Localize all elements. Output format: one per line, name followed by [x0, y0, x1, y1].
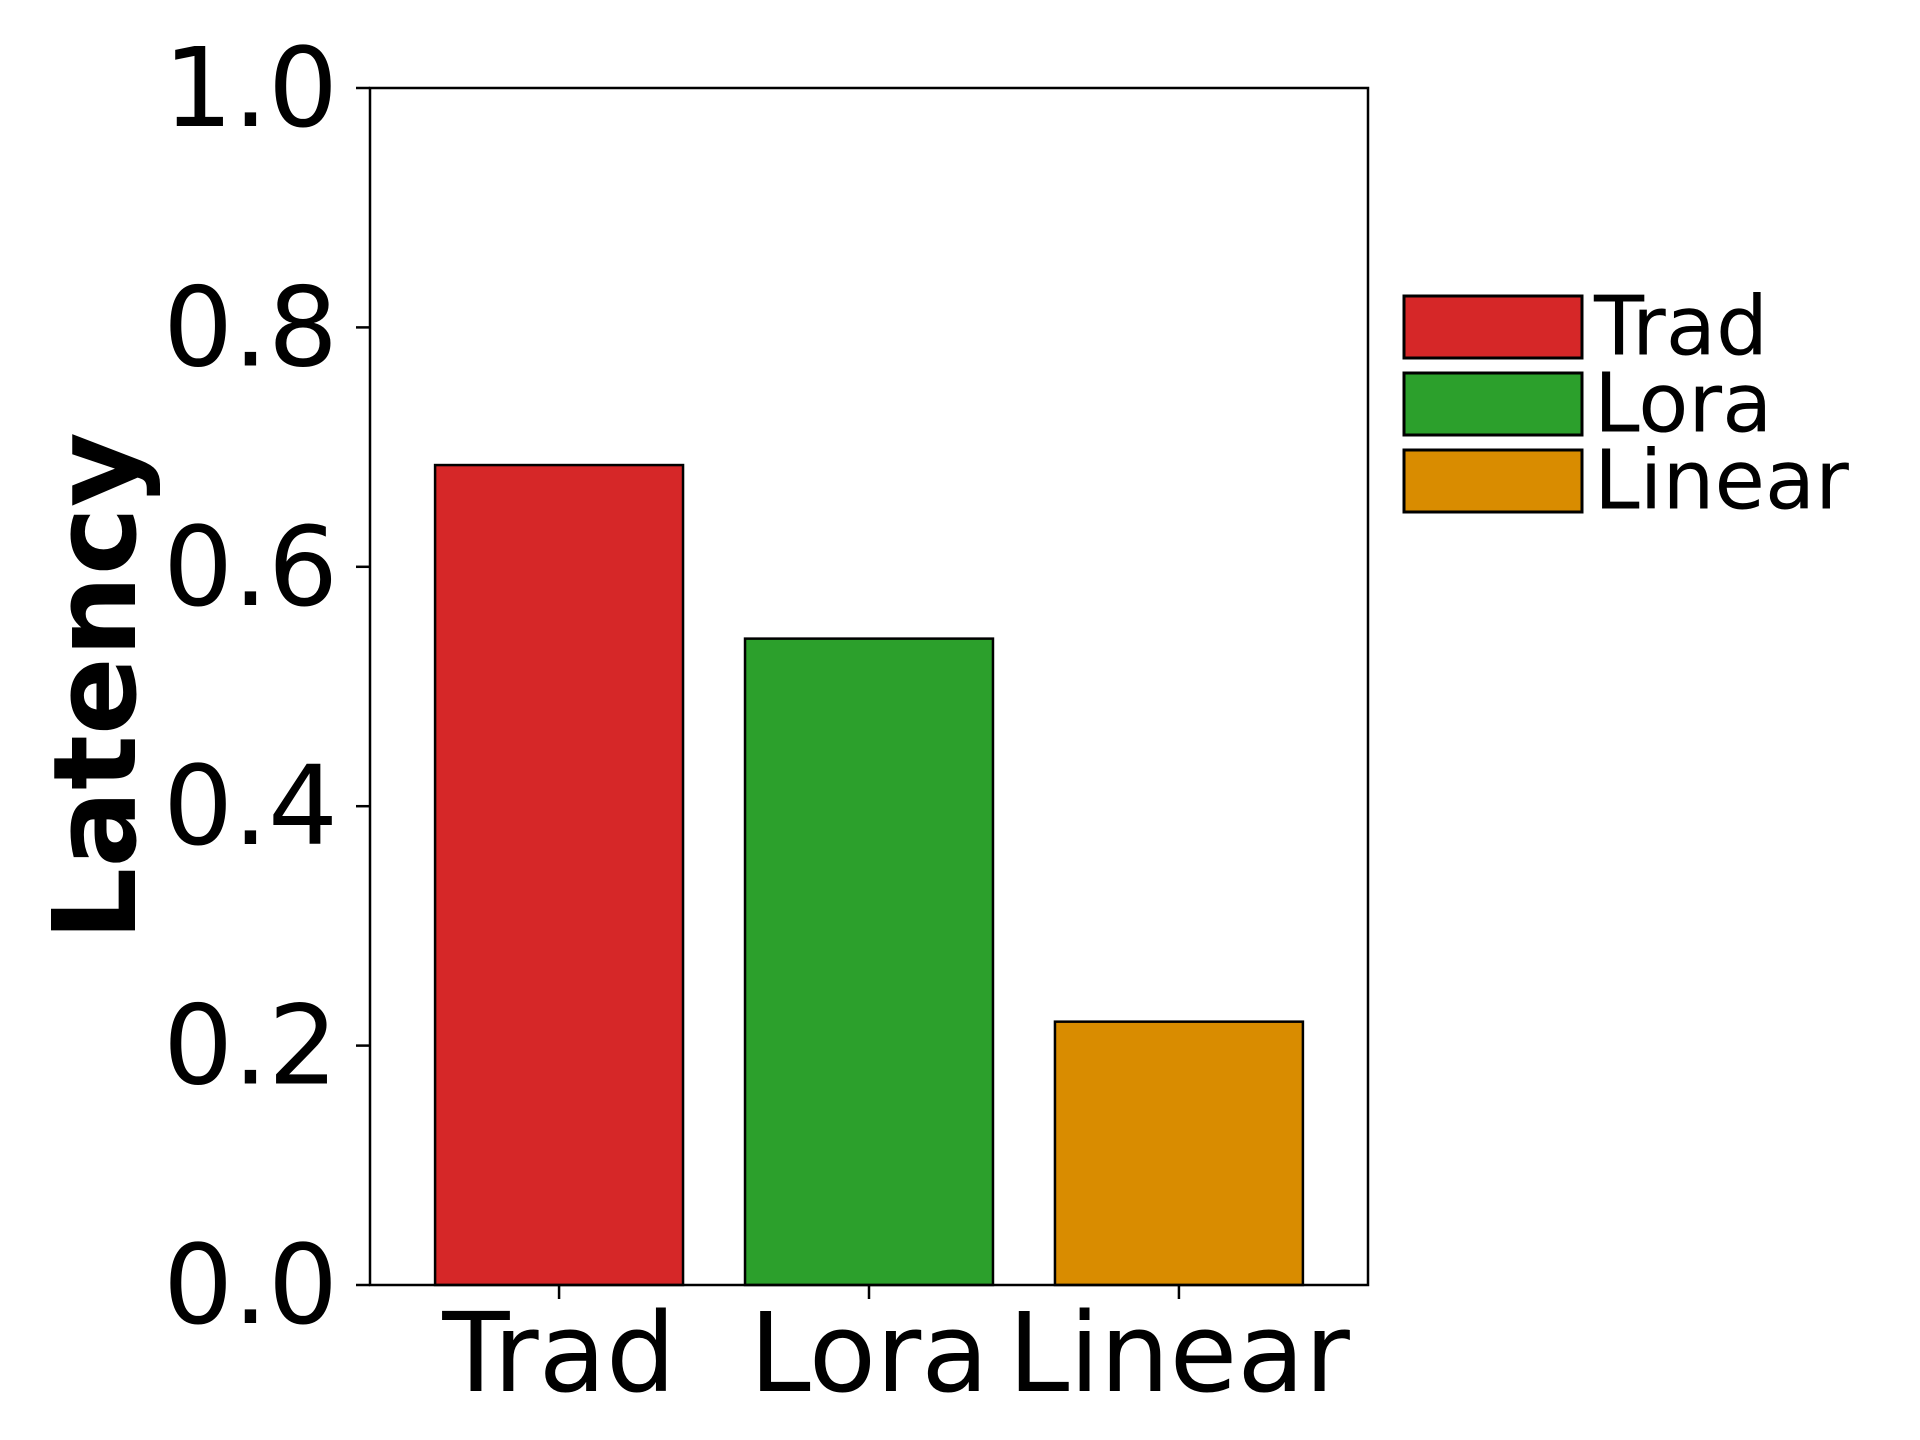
legend-swatch-trad — [1402, 294, 1584, 360]
y-axis-title: Latency — [29, 432, 163, 941]
x-tick-label: Linear — [1008, 1289, 1351, 1417]
legend-label-linear: Linear — [1594, 434, 1849, 529]
y-tick-label: 0.4 — [163, 742, 338, 870]
y-tick-label: 0.2 — [163, 982, 338, 1110]
y-axis: 0.0 0.2 0.4 0.6 0.8 1.0 — [163, 24, 370, 1349]
y-tick-label: 0.0 — [163, 1221, 338, 1349]
x-tick-label: Lora — [749, 1289, 988, 1417]
bar-lora — [743, 637, 995, 1287]
bar-trad — [433, 463, 685, 1287]
legend-label-lora: Lora — [1594, 357, 1772, 452]
x-tick-label: Trad — [441, 1289, 675, 1417]
legend-swatch-linear — [1402, 448, 1584, 514]
x-axis: Trad Lora Linear — [441, 1285, 1351, 1417]
legend-label-trad: Trad — [1593, 280, 1768, 375]
y-tick-label: 1.0 — [163, 24, 338, 152]
bars-layer — [433, 463, 1305, 1287]
y-tick-label: 0.6 — [163, 503, 338, 631]
y-tick-label: 0.8 — [163, 263, 338, 391]
bar-linear — [1053, 1020, 1305, 1287]
legend-swatch-lora — [1402, 371, 1584, 437]
